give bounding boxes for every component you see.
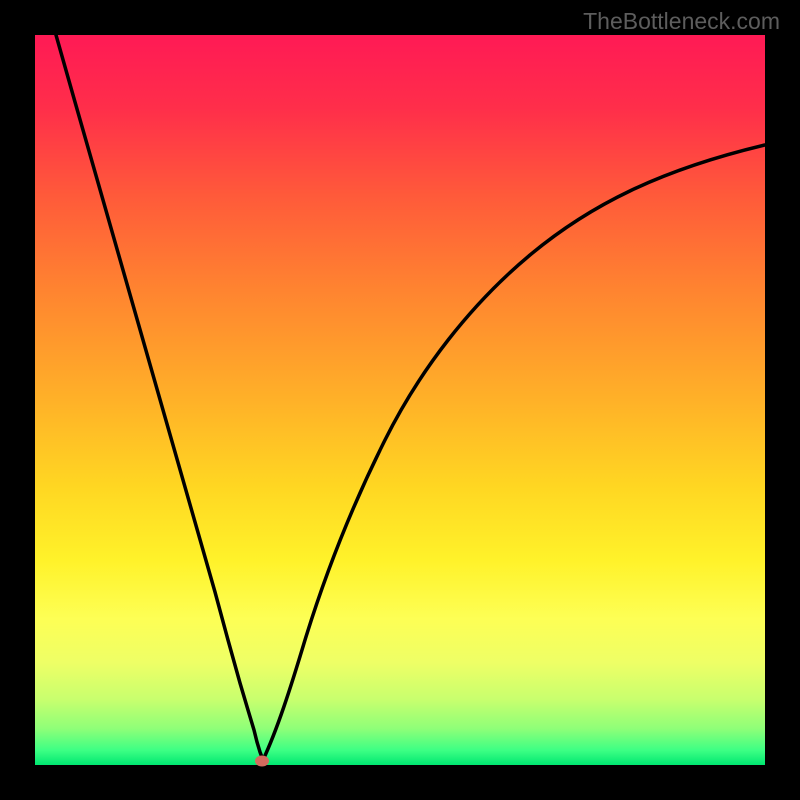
curve-svg [35,35,765,765]
bottleneck-curve [56,35,765,760]
chart-container: TheBottleneck.com [0,0,800,800]
minimum-marker [255,756,269,767]
plot-area [35,35,765,765]
watermark-text: TheBottleneck.com [583,8,780,35]
